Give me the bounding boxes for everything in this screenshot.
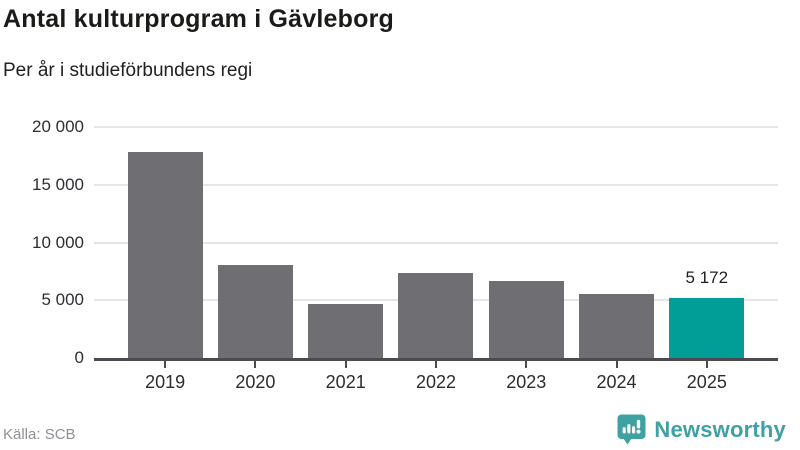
bar-2020: [217, 265, 293, 358]
gridline-15000: [94, 183, 778, 186]
chart-title: Antal kulturprogram i Gävleborg: [3, 5, 394, 33]
source-note: Källa: SCB: [3, 426, 76, 443]
x-tick-2023: [525, 361, 528, 368]
x-tick-label-2019: 2019: [145, 372, 186, 392]
bar-2022: [398, 272, 474, 358]
x-tick-2022: [434, 361, 437, 368]
chart-subtitle: Per år i studieförbundens regi: [3, 60, 253, 81]
x-tick-label-2023: 2023: [506, 372, 547, 392]
gridline-10000: [94, 241, 778, 244]
x-tick-label-2024: 2024: [596, 372, 637, 392]
newsworthy-brand-text: Newsworthy: [654, 416, 786, 442]
x-tick-2020: [254, 361, 257, 368]
value-label-2025: 5 172: [685, 268, 729, 288]
bar-2021: [308, 304, 384, 358]
y-tick-label-0: 0: [74, 348, 84, 367]
y-tick-label-5000: 5 000: [41, 290, 84, 310]
x-tick-label-2022: 2022: [415, 372, 456, 392]
bar-2019: [127, 152, 203, 358]
gridline-20000: [94, 126, 778, 128]
x-tick-2024: [615, 361, 618, 368]
bar-column-2021: 2021: [301, 127, 391, 392]
bar-column-2019: 2019: [120, 127, 210, 392]
bar-column-2023: 2023: [481, 127, 571, 392]
x-tick-label-2021: 2021: [325, 372, 366, 392]
bar-column-2022: 2022: [391, 127, 481, 392]
y-tick-label-15000: 15 000: [32, 174, 84, 194]
bar-column-2025: 5 172 2025: [662, 127, 752, 392]
newsworthy-chart-bubble-icon: [617, 414, 646, 445]
plot-area: 2019 2020 2021 2022 2023 2024 5 172 2025: [94, 126, 778, 392]
bar-2023: [488, 281, 564, 358]
bar-group: 2019 2020 2021 2022 2023 2024 5 172 2025: [94, 127, 778, 392]
newsworthy-logo[interactable]: Newsworthy: [617, 414, 786, 445]
x-tick-2025: [705, 361, 708, 368]
x-tick-label-2025: 2025: [686, 372, 727, 392]
x-tick-2019: [164, 361, 167, 368]
bar-2024: [579, 293, 655, 358]
y-tick-label-10000: 10 000: [32, 232, 84, 252]
x-tick-2021: [344, 361, 347, 368]
bar-column-2020: 2020: [210, 127, 300, 392]
bar-column-2024: 2024: [571, 127, 661, 392]
y-tick-label-20000: 20 000: [32, 117, 84, 136]
bar-2025: [669, 298, 745, 358]
x-tick-label-2020: 2020: [235, 372, 276, 392]
